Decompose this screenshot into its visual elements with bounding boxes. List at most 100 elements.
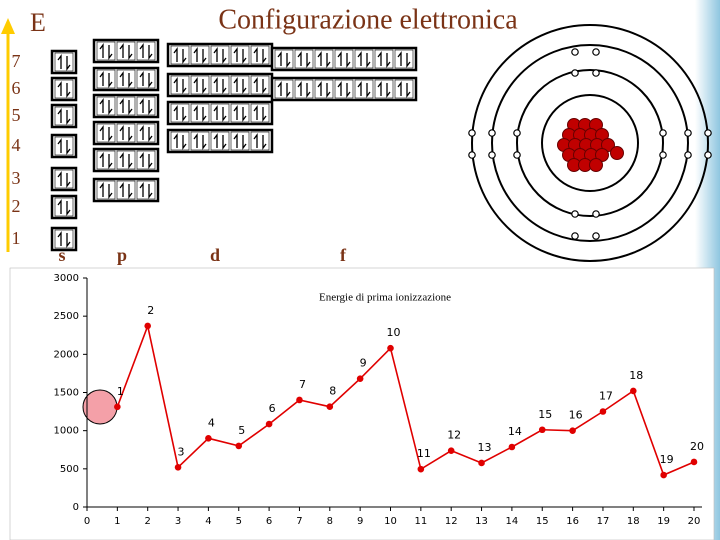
orbital-cell — [54, 197, 74, 217]
electron-down — [262, 107, 267, 122]
level-label: 6 — [12, 78, 21, 98]
electron-down — [222, 79, 227, 94]
electron — [571, 232, 579, 240]
orbital-cell — [54, 136, 74, 156]
electron-up — [99, 98, 104, 113]
electron-up — [57, 108, 62, 123]
orbital-cell — [116, 69, 136, 89]
electron — [592, 232, 600, 240]
electron-up — [119, 152, 124, 167]
electron-up — [377, 81, 382, 96]
electron-down — [182, 79, 187, 94]
orbital-cell — [190, 75, 210, 95]
electron-down — [326, 53, 331, 68]
orbital-cell — [136, 180, 156, 200]
data-point — [174, 464, 182, 471]
electron-up — [57, 199, 62, 214]
point-label: 1 — [117, 385, 124, 398]
orbital-box — [166, 100, 274, 126]
electron-up — [337, 51, 342, 66]
orbital-cell — [394, 49, 414, 69]
orbital-cell — [54, 79, 74, 99]
x-tick-label: 6 — [266, 516, 272, 527]
electron-up — [233, 47, 238, 62]
x-tick-label: 13 — [475, 516, 488, 527]
electron-down — [148, 100, 153, 115]
x-tick-label: 16 — [566, 516, 579, 527]
orbital-cell — [210, 75, 230, 95]
electron-up — [397, 51, 402, 66]
electron-down — [202, 49, 207, 64]
orbital-cell — [250, 103, 270, 123]
x-tick-label: 10 — [384, 516, 397, 527]
subshell-label: s — [58, 245, 65, 265]
orbital-box — [270, 76, 418, 102]
electron-up — [99, 71, 104, 86]
orbital-cell — [374, 79, 394, 99]
orbital-box — [50, 76, 78, 102]
orbital-cell — [170, 103, 190, 123]
orbital-box — [50, 166, 78, 192]
electron — [659, 151, 667, 159]
orbital-cell — [136, 123, 156, 143]
orbital-cell — [136, 41, 156, 61]
energy-label: E — [30, 8, 46, 37]
orbital-cell — [210, 45, 230, 65]
electron-down — [262, 79, 267, 94]
orbital-cell — [354, 49, 374, 69]
orbital-box — [50, 226, 78, 252]
electron-down — [108, 73, 113, 88]
electron-up — [139, 182, 144, 197]
data-point — [447, 447, 455, 454]
electron-up — [57, 231, 62, 246]
electron-up — [397, 81, 402, 96]
x-tick-label: 5 — [236, 516, 242, 527]
electron-up — [233, 105, 238, 120]
data-point — [660, 471, 667, 479]
electron-up — [213, 47, 218, 62]
level-label: 2 — [12, 196, 21, 216]
level-label: 3 — [12, 168, 21, 188]
data-point — [417, 465, 425, 473]
electron-down — [128, 184, 133, 199]
point-label: 2 — [147, 304, 154, 317]
level-label: 7 — [12, 51, 21, 71]
electron — [684, 129, 692, 137]
data-point — [538, 426, 546, 434]
orbital-cell — [250, 45, 270, 65]
orbital-cell — [230, 75, 250, 95]
electron-up — [213, 77, 218, 92]
electron-down — [222, 49, 227, 64]
electron-up — [173, 47, 178, 62]
orbital-cell — [54, 229, 74, 249]
highlight — [82, 389, 118, 425]
y-tick-label: 1500 — [54, 388, 79, 399]
electron-down — [222, 135, 227, 150]
electron-up — [193, 105, 198, 120]
slide-title: Configurazione elettronica — [218, 4, 518, 35]
orbital-cell — [334, 79, 354, 99]
electron-up — [277, 51, 282, 66]
electron-down — [306, 53, 311, 68]
electron-down — [148, 154, 153, 169]
orbital-cell — [250, 75, 270, 95]
electron-up — [119, 98, 124, 113]
electron-down — [128, 127, 133, 142]
orbital-box — [270, 46, 418, 72]
orbital-cell — [116, 150, 136, 170]
data-point — [599, 408, 607, 415]
point-label: 20 — [690, 440, 704, 453]
electron-down — [66, 140, 71, 155]
point-label: 8 — [329, 385, 336, 398]
point-label: 9 — [360, 357, 367, 370]
electron-down — [148, 127, 153, 142]
nucleon — [589, 158, 603, 172]
electron-down — [262, 135, 267, 150]
x-tick-label: 4 — [205, 516, 211, 527]
electron-down — [66, 201, 71, 216]
orbital-cell — [96, 69, 116, 89]
data-point — [356, 375, 364, 382]
electron-down — [108, 154, 113, 169]
point-label: 14 — [508, 425, 522, 438]
electron-up — [317, 81, 322, 96]
